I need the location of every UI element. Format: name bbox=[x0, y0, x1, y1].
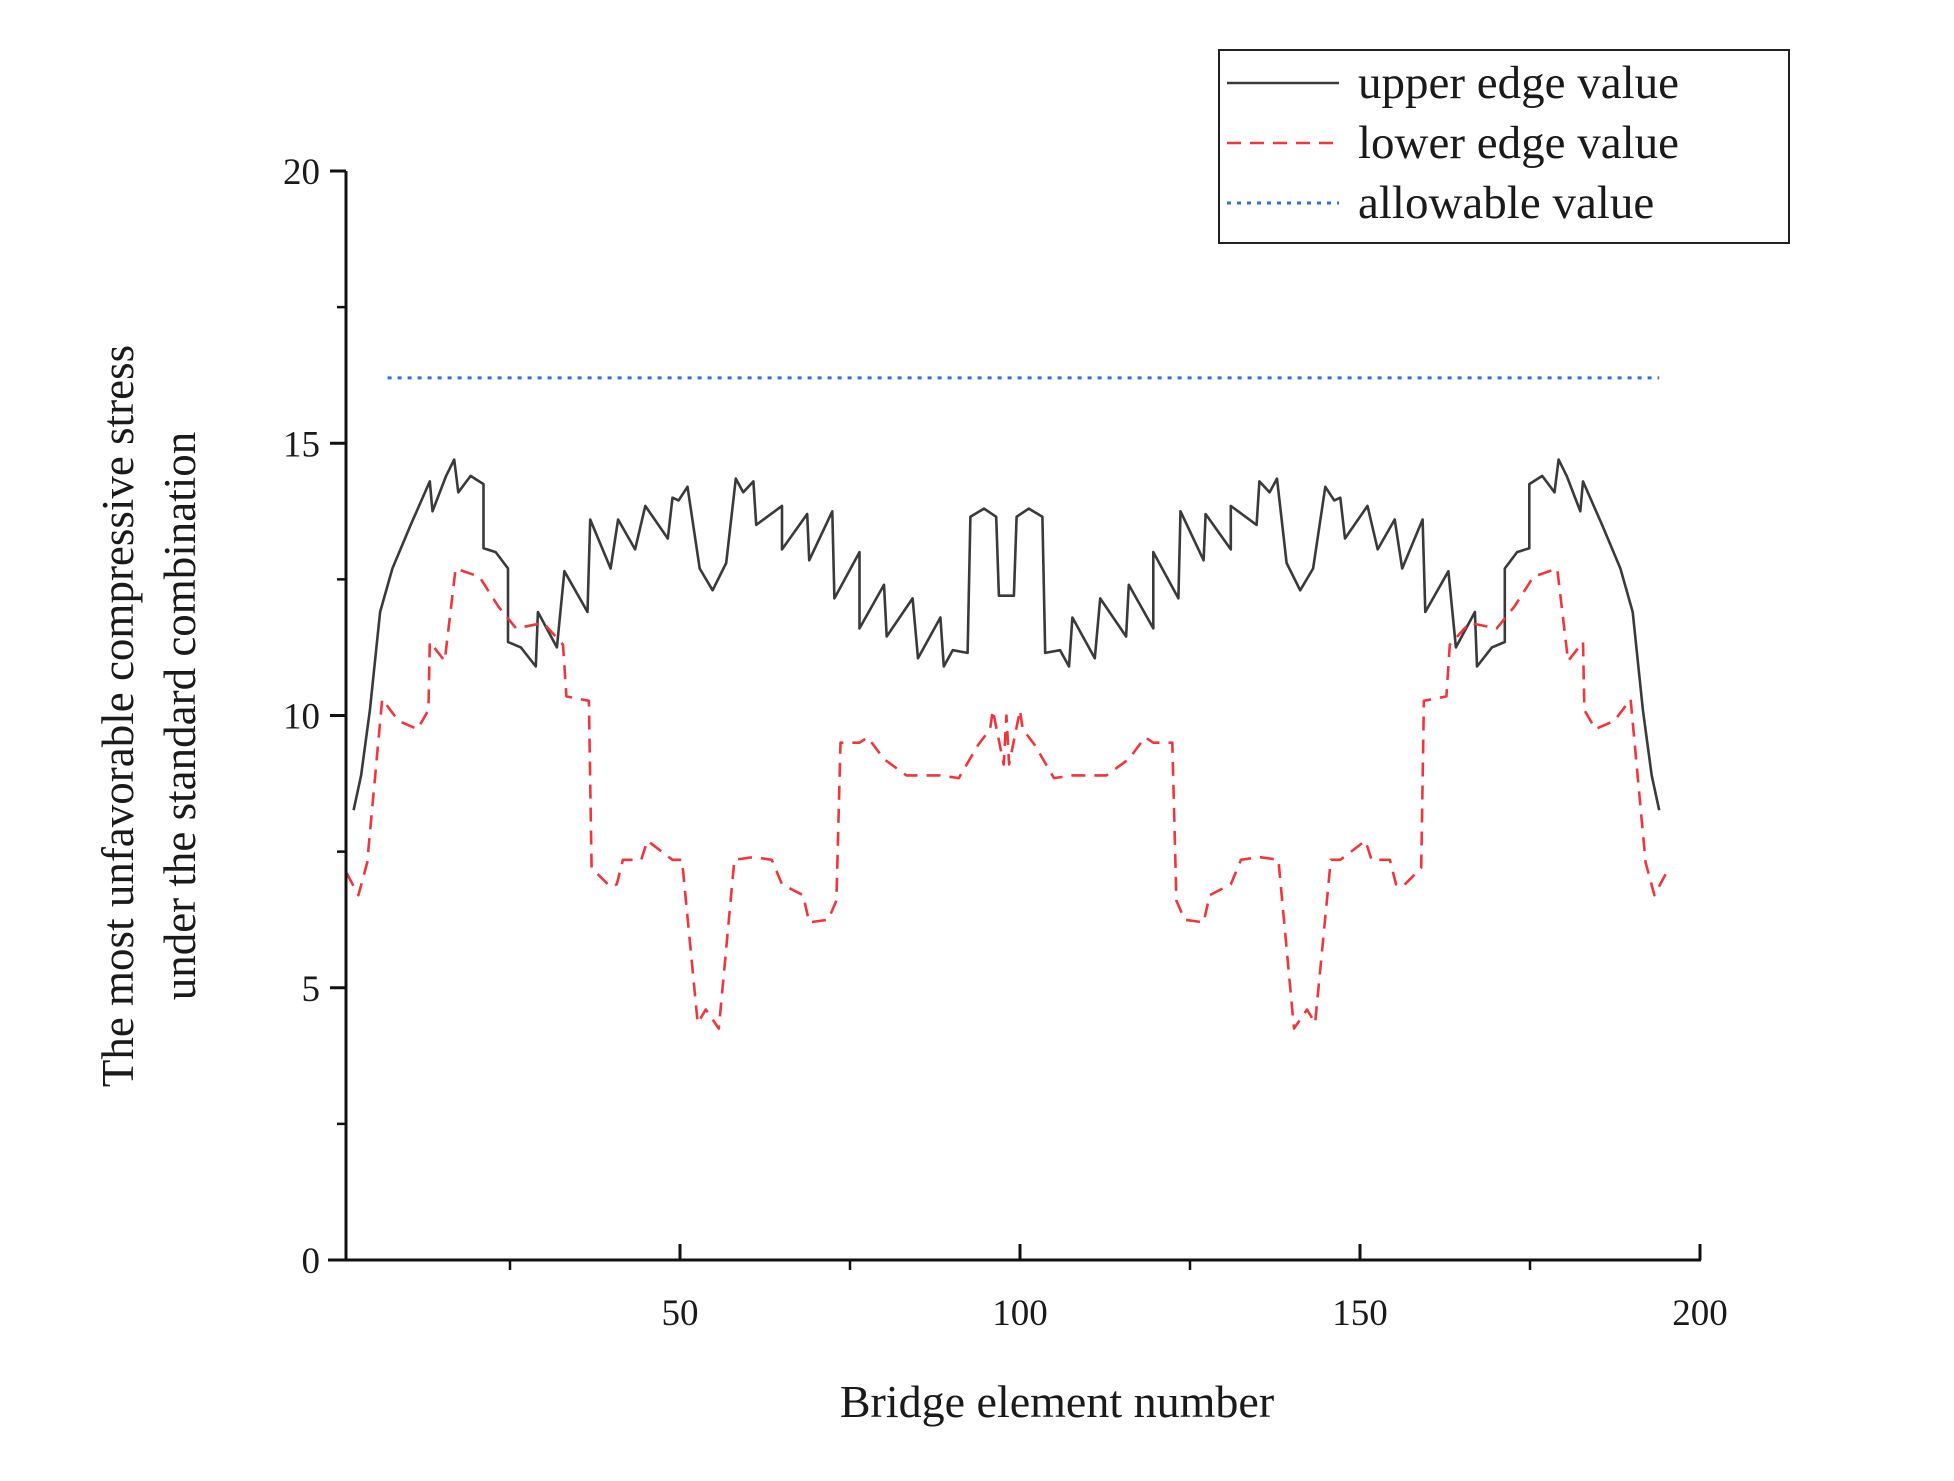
y-tick-label: 0 bbox=[302, 1241, 321, 1282]
series-line-upper-edge-value bbox=[352, 458, 1661, 811]
y-tick-label: 15 bbox=[283, 424, 320, 465]
legend-label-allowable-value: allowable value bbox=[1358, 177, 1654, 229]
y-tick-label: 10 bbox=[283, 697, 320, 738]
legend-label-lower-edge-value: lower edge value bbox=[1358, 117, 1679, 169]
series-line-lower-edge-value bbox=[345, 567, 1668, 1030]
axes: 0 5 10 15 20 50 100 150 200 bbox=[283, 152, 1728, 1334]
x-tick-label: 200 bbox=[1672, 1293, 1728, 1334]
x-tick-label: 150 bbox=[1332, 1293, 1388, 1334]
plot-marks bbox=[345, 376, 1668, 1030]
y-axis-label: The most unfavorable compressive stress … bbox=[93, 345, 205, 1087]
x-tick-label: 50 bbox=[662, 1293, 699, 1334]
y-tick-label: 5 bbox=[302, 969, 321, 1010]
legend: upper edge value lower edge value allowabl… bbox=[1218, 49, 1790, 244]
x-axis-label: Bridge element number bbox=[840, 1376, 1274, 1427]
y-axis-label-line-2: under the standard combination bbox=[155, 432, 205, 1001]
legend-label-upper-edge-value: upper edge value bbox=[1358, 57, 1679, 109]
y-axis-label-line-1: The most unfavorable compressive stress bbox=[93, 345, 143, 1087]
x-tick-label: 100 bbox=[992, 1293, 1048, 1334]
y-tick-label: 20 bbox=[283, 152, 320, 193]
